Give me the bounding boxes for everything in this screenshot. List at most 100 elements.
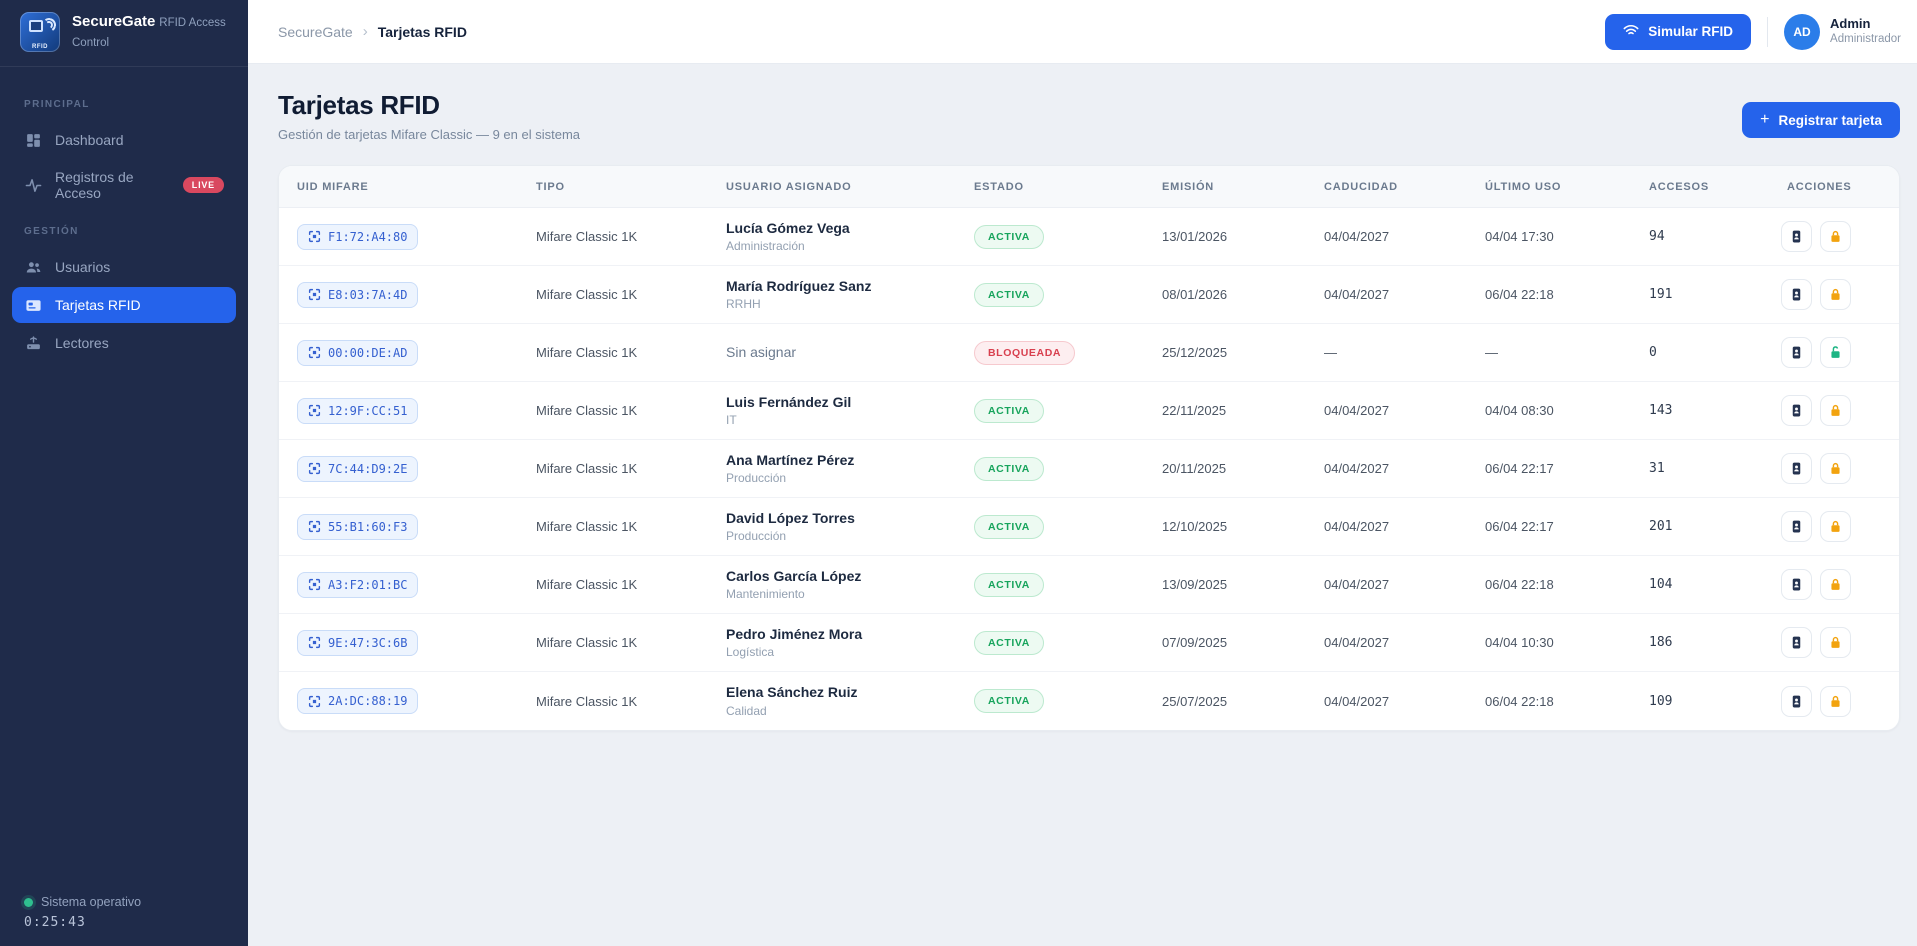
expiry-date: 04/04/2027 <box>1324 693 1390 709</box>
rfid-logo-icon: RFID <box>20 12 60 52</box>
expiry-date: — <box>1324 345 1337 360</box>
access-count: 94 <box>1649 229 1665 244</box>
uid-chip[interactable]: 00:00:DE:AD <box>297 339 419 366</box>
lock-toggle-button[interactable] <box>1820 337 1851 368</box>
scan-icon <box>308 636 321 649</box>
card-detail-button[interactable] <box>1781 453 1812 484</box>
id-badge-icon <box>1789 461 1804 476</box>
app-name: SecureGate <box>72 13 156 31</box>
nav-section-label: GESTIÓN <box>24 226 79 237</box>
card-detail-button[interactable] <box>1781 221 1812 252</box>
lock-toggle-button[interactable] <box>1820 279 1851 310</box>
access-count: 186 <box>1649 635 1673 650</box>
id-badge-icon <box>1789 694 1804 709</box>
status-badge: ACTIVA <box>974 456 1044 481</box>
uid-chip[interactable]: 55:B1:60:F3 <box>297 513 419 540</box>
user-department: Producción <box>726 471 787 486</box>
column-header: EMISIÓN <box>1162 180 1215 193</box>
table-body: F1:72:A4:80 Mifare Classic 1K Lucía Gómez … <box>279 208 1899 730</box>
status-cell: BLOQUEADA <box>956 340 1144 365</box>
avatar[interactable]: AD <box>1784 13 1821 50</box>
uid-chip[interactable]: E8:03:7A:4D <box>297 281 419 308</box>
assigned-user-cell: David López Torres Producción <box>708 510 956 544</box>
card-detail-button[interactable] <box>1781 279 1812 310</box>
user-department: Producción <box>726 529 787 544</box>
sidebar-item-usuarios[interactable]: Usuarios <box>12 249 236 285</box>
last-use: 06/04 22:18 <box>1485 287 1554 302</box>
lock-closed-icon <box>1828 229 1843 244</box>
uid-chip[interactable]: F1:72:A4:80 <box>297 223 419 250</box>
status-badge: BLOQUEADA <box>974 340 1076 365</box>
expiry-date: 04/04/2027 <box>1324 403 1390 418</box>
access-count: 201 <box>1649 519 1673 534</box>
user-name: Admin <box>1830 15 1871 31</box>
card-detail-button[interactable] <box>1781 337 1812 368</box>
id-badge-icon <box>1789 635 1804 650</box>
issue-date: 08/01/2026 <box>1162 287 1228 302</box>
actions-cell <box>1769 337 1899 368</box>
actions-cell <box>1769 453 1899 484</box>
scan-icon <box>308 695 321 708</box>
card-detail-button[interactable] <box>1781 569 1812 600</box>
page-subtitle: Gestión de tarjetas Mifare Classic — 9 e… <box>278 127 581 142</box>
card-detail-button[interactable] <box>1781 395 1812 426</box>
uid-chip[interactable]: 7C:44:D9:2E <box>297 455 419 482</box>
register-card-button[interactable]: + Registrar tarjeta <box>1742 102 1900 138</box>
column-header: ACCESOS <box>1649 180 1709 193</box>
assigned-user-cell: Luis Fernández Gil IT <box>708 394 956 428</box>
expiry-date: 04/04/2027 <box>1324 577 1390 592</box>
uid-value: E8:03:7A:4D <box>328 287 408 302</box>
breadcrumb-root[interactable]: SecureGate <box>278 23 353 40</box>
user-role: Administrador <box>1830 33 1901 46</box>
users-icon <box>24 258 42 276</box>
table-header: UID MIFARE TIPO USUARIO ASIGNADO ESTADO EMIS… <box>279 166 1899 208</box>
lock-toggle-button[interactable] <box>1820 569 1851 600</box>
table-row: 55:B1:60:F3 Mifare Classic 1K David López … <box>279 498 1899 556</box>
card-detail-button[interactable] <box>1781 511 1812 542</box>
user-department: Logística <box>726 645 775 660</box>
simulate-rfid-button[interactable]: Simular RFID <box>1605 13 1752 50</box>
lock-toggle-button[interactable] <box>1820 221 1851 252</box>
user-menu[interactable]: AD Admin Administrador <box>1784 13 1901 50</box>
lock-closed-icon <box>1828 694 1843 709</box>
id-badge-icon <box>1789 229 1804 244</box>
sidebar-item-registros-de-acceso[interactable]: Registros de Acceso LIVE <box>12 160 236 210</box>
issue-date: 25/07/2025 <box>1162 693 1228 709</box>
last-use: 06/04 22:18 <box>1485 693 1554 709</box>
uid-chip[interactable]: 2A:DC:88:19 <box>297 688 419 714</box>
uid-chip[interactable]: 12:9F:CC:51 <box>297 397 419 424</box>
card-type: Mifare Classic 1K <box>536 287 638 302</box>
sidebar-item-tarjetas-rfid[interactable]: Tarjetas RFID <box>12 287 236 323</box>
assigned-user-cell: Ana Martínez Pérez Producción <box>708 452 956 486</box>
table-row: 9E:47:3C:6B Mifare Classic 1K Pedro Jiméne… <box>279 614 1899 672</box>
live-badge: LIVE <box>182 177 224 193</box>
status-cell: ACTIVA <box>956 398 1144 423</box>
uid-chip[interactable]: 9E:47:3C:6B <box>297 629 419 656</box>
uid-chip[interactable]: A3:F2:01:BC <box>297 571 419 598</box>
lock-toggle-button[interactable] <box>1820 511 1851 542</box>
sidebar-item-lectores[interactable]: Lectores <box>12 325 236 361</box>
lock-toggle-button[interactable] <box>1820 627 1851 658</box>
table-row: 00:00:DE:AD Mifare Classic 1K Sin asignar B… <box>279 324 1899 382</box>
breadcrumb-current: Tarjetas RFID <box>377 23 467 40</box>
issue-date: 07/09/2025 <box>1162 635 1228 650</box>
uid-value: 12:9F:CC:51 <box>328 403 408 418</box>
card-detail-button[interactable] <box>1781 627 1812 658</box>
lock-toggle-button[interactable] <box>1820 453 1851 484</box>
lock-toggle-button[interactable] <box>1820 395 1851 426</box>
last-use: 04/04 08:30 <box>1485 403 1554 418</box>
user-name: Luis Fernández Gil <box>726 393 852 410</box>
user-meta: Admin Administrador <box>1830 16 1901 48</box>
status-badge: ACTIVA <box>974 572 1044 597</box>
card-icon <box>24 296 42 314</box>
lock-closed-icon <box>1828 519 1843 534</box>
sidebar-item-dashboard[interactable]: Dashboard <box>12 122 236 158</box>
uid-cell: A3:F2:01:BC <box>279 571 518 598</box>
lock-toggle-button[interactable] <box>1820 685 1851 717</box>
lock-closed-icon <box>1828 403 1843 418</box>
column-header: USUARIO ASIGNADO <box>726 180 852 193</box>
card-detail-button[interactable] <box>1781 685 1812 717</box>
table-row: 2A:DC:88:19 Mifare Classic 1K Elena Sánche… <box>279 672 1899 730</box>
access-count: 31 <box>1649 461 1665 476</box>
scan-icon <box>308 230 321 243</box>
